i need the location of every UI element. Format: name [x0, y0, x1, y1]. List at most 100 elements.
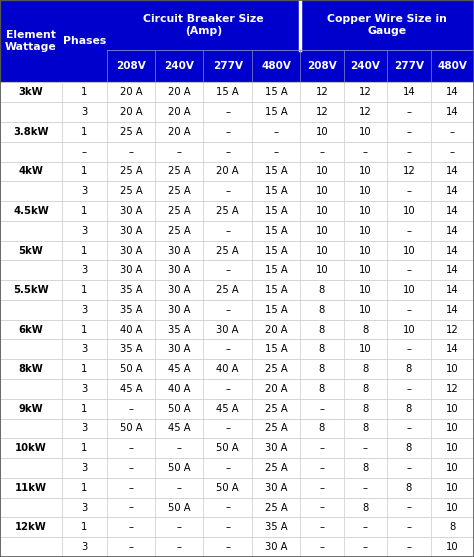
Text: 8: 8: [319, 384, 325, 394]
Text: 3: 3: [81, 305, 88, 315]
Text: 10: 10: [359, 167, 372, 177]
Text: –: –: [128, 404, 133, 414]
Text: 14: 14: [402, 87, 415, 97]
Text: 8: 8: [449, 522, 456, 532]
Text: 10kW: 10kW: [15, 443, 47, 453]
Text: 8: 8: [406, 483, 412, 493]
Text: 277V: 277V: [213, 61, 243, 71]
Circle shape: [190, 212, 379, 434]
Text: 20 A: 20 A: [265, 384, 287, 394]
Text: –: –: [273, 146, 279, 157]
Text: –: –: [363, 483, 368, 493]
Text: 45 A: 45 A: [119, 384, 142, 394]
Text: 20 A: 20 A: [168, 127, 191, 137]
Text: 25 A: 25 A: [119, 167, 142, 177]
Bar: [0, 517, 474, 537]
Text: –: –: [406, 502, 411, 512]
Text: 5.5kW: 5.5kW: [13, 285, 49, 295]
Text: –: –: [128, 502, 133, 512]
Text: 10: 10: [446, 423, 459, 433]
Text: 30 A: 30 A: [168, 344, 191, 354]
Text: 20 A: 20 A: [119, 107, 142, 117]
Text: 35 A: 35 A: [119, 305, 142, 315]
Text: 40 A: 40 A: [168, 384, 191, 394]
Text: 50 A: 50 A: [119, 364, 142, 374]
Text: 20 A: 20 A: [217, 167, 239, 177]
Text: 25 A: 25 A: [119, 186, 142, 196]
Text: 3: 3: [81, 344, 88, 354]
Text: 3: 3: [81, 107, 88, 117]
Text: 8: 8: [362, 404, 369, 414]
Text: 45 A: 45 A: [168, 364, 191, 374]
Text: 15 A: 15 A: [264, 87, 287, 97]
Text: –: –: [225, 127, 230, 137]
Text: 3: 3: [81, 542, 88, 552]
Text: 25 A: 25 A: [168, 167, 191, 177]
Text: 14: 14: [446, 246, 459, 256]
Text: 10: 10: [446, 483, 459, 493]
Text: 8: 8: [406, 443, 412, 453]
Text: –: –: [225, 344, 230, 354]
Text: 15 A: 15 A: [264, 305, 287, 315]
Text: –: –: [406, 522, 411, 532]
Bar: [0, 0, 474, 82]
Text: 25 A: 25 A: [216, 246, 239, 256]
Text: 1: 1: [81, 206, 88, 216]
Text: 50 A: 50 A: [168, 502, 191, 512]
Text: 3: 3: [81, 423, 88, 433]
Text: 1: 1: [81, 483, 88, 493]
Text: 10: 10: [446, 463, 459, 473]
Text: –: –: [406, 186, 411, 196]
Text: –: –: [319, 522, 325, 532]
Text: 4kW: 4kW: [18, 167, 44, 177]
Text: 10: 10: [359, 226, 372, 236]
Text: 25 A: 25 A: [264, 502, 287, 512]
Text: 10: 10: [316, 127, 328, 137]
Text: 20 A: 20 A: [168, 87, 191, 97]
Text: 8: 8: [362, 325, 369, 335]
Text: 35 A: 35 A: [265, 522, 287, 532]
Text: –: –: [177, 483, 182, 493]
Bar: [0, 339, 474, 359]
Bar: [0, 458, 474, 478]
Text: 10: 10: [402, 325, 415, 335]
Text: 35 A: 35 A: [168, 325, 191, 335]
Text: 30 A: 30 A: [265, 443, 287, 453]
Bar: [0, 122, 474, 141]
Text: 10: 10: [446, 364, 459, 374]
Text: 30 A: 30 A: [217, 325, 239, 335]
Text: 10: 10: [316, 186, 328, 196]
Text: 3kW: 3kW: [18, 87, 43, 97]
Text: 10: 10: [446, 502, 459, 512]
Text: –: –: [406, 384, 411, 394]
Text: 3: 3: [81, 265, 88, 275]
Text: 15 A: 15 A: [264, 265, 287, 275]
Text: 10: 10: [446, 404, 459, 414]
Text: 20 A: 20 A: [168, 107, 191, 117]
Text: 30 A: 30 A: [265, 542, 287, 552]
Text: –: –: [225, 265, 230, 275]
Text: 50 A: 50 A: [168, 463, 191, 473]
Text: 8: 8: [362, 364, 369, 374]
Text: 10: 10: [359, 186, 372, 196]
Text: Element
Wattage: Element Wattage: [5, 31, 57, 52]
Text: 10: 10: [446, 443, 459, 453]
Bar: [0, 280, 474, 300]
Text: 15 A: 15 A: [264, 226, 287, 236]
Text: 30 A: 30 A: [168, 265, 191, 275]
Text: –: –: [319, 542, 325, 552]
Text: 12: 12: [402, 167, 415, 177]
Text: 3: 3: [81, 186, 88, 196]
Text: 480V: 480V: [261, 61, 291, 71]
Text: 1: 1: [81, 443, 88, 453]
Text: 14: 14: [446, 167, 459, 177]
Text: 14: 14: [446, 285, 459, 295]
Text: 8: 8: [319, 423, 325, 433]
Text: 15 A: 15 A: [264, 167, 287, 177]
Text: 45 A: 45 A: [168, 423, 191, 433]
Text: 8: 8: [406, 404, 412, 414]
Text: –: –: [450, 127, 455, 137]
Bar: [0, 320, 474, 339]
Text: 50 A: 50 A: [119, 423, 142, 433]
Text: –: –: [406, 463, 411, 473]
